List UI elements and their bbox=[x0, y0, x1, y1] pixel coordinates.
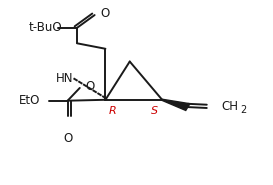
Text: O: O bbox=[100, 7, 109, 20]
Text: 2: 2 bbox=[240, 105, 246, 115]
Text: CH: CH bbox=[222, 100, 239, 113]
Text: EtO: EtO bbox=[19, 94, 40, 107]
Text: HN: HN bbox=[55, 72, 73, 85]
Text: S: S bbox=[150, 106, 158, 116]
Text: O: O bbox=[85, 80, 94, 93]
Text: R: R bbox=[108, 106, 116, 116]
Text: t-BuO: t-BuO bbox=[28, 21, 62, 34]
Polygon shape bbox=[162, 99, 190, 110]
Text: O: O bbox=[63, 132, 72, 144]
